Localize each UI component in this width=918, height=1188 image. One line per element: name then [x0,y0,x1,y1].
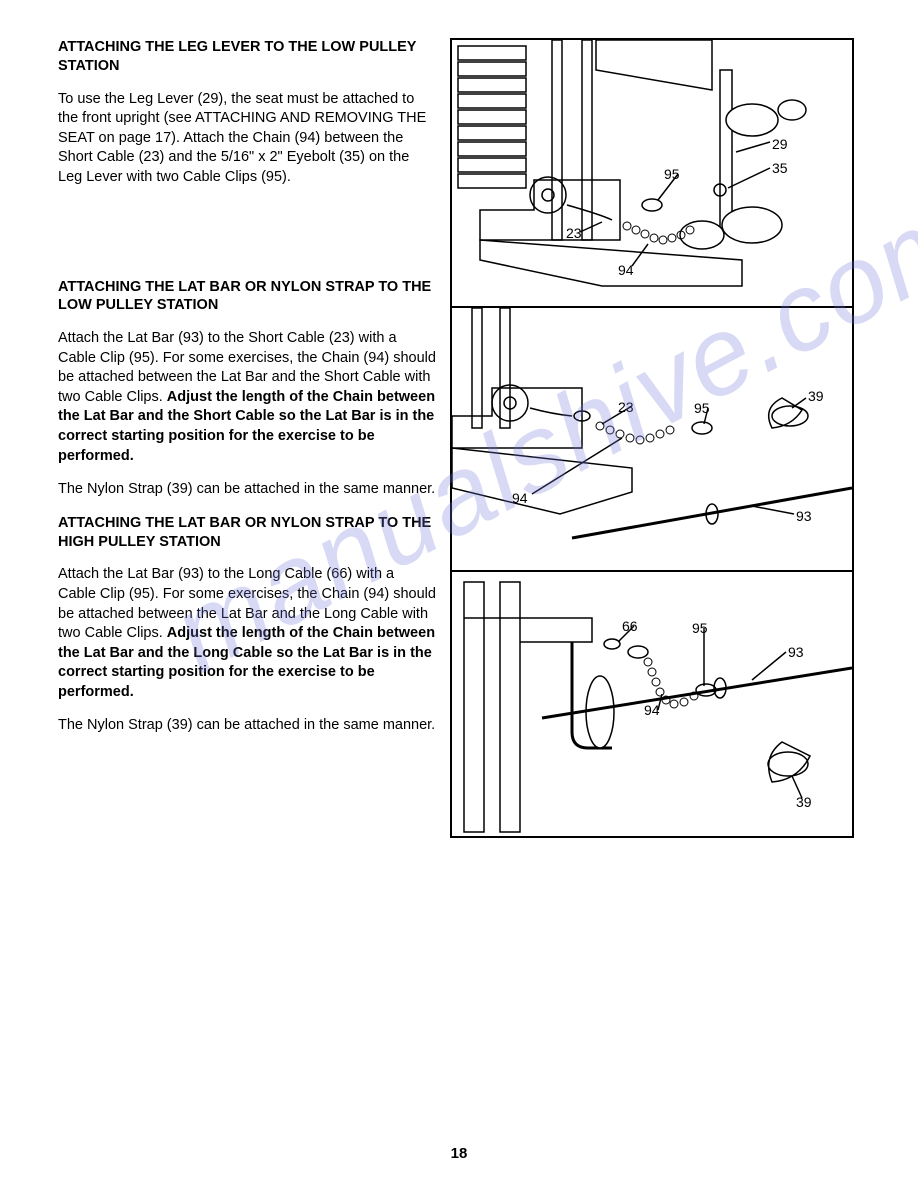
text: The Nylon Strap (39) can be attached in … [58,717,435,733]
page-content: ATTACHING THE LEG LEVER TO THE LOW PULLE… [58,38,860,838]
text: To use the Leg Lever (29), the seat must… [58,91,426,185]
para-lat-low-2: The Nylon Strap (39) can be attached in … [58,480,436,500]
callout-c-93: 93 [788,644,804,660]
callout-a-94: 94 [618,262,634,278]
diagram-panel-b: 23 95 39 94 93 [452,308,852,572]
callout-c-94: 94 [644,702,660,718]
page-number: 18 [0,1145,918,1162]
diagram-panel-c: 66 95 93 94 39 [452,572,852,836]
text-column: ATTACHING THE LEG LEVER TO THE LOW PULLE… [58,38,436,838]
callout-b-93: 93 [796,508,812,524]
callout-b-39: 39 [808,388,824,404]
section-leg-lever: ATTACHING THE LEG LEVER TO THE LOW PULLE… [58,38,436,188]
callout-b-95: 95 [694,400,710,416]
callout-a-23: 23 [566,225,582,241]
diagram-box: 29 95 35 23 94 [450,38,854,838]
spacer [58,202,436,278]
section-lat-low: ATTACHING THE LAT BAR OR NYLON STRAP TO … [58,278,436,500]
para-leg-lever-1: To use the Leg Lever (29), the seat must… [58,90,436,188]
callout-c-66: 66 [622,618,638,634]
section-lat-high: ATTACHING THE LAT BAR OR NYLON STRAP TO … [58,514,436,736]
callout-b-23: 23 [618,399,634,415]
diagram-b-svg [452,308,852,572]
callout-c-39: 39 [796,794,812,810]
para-lat-high-2: The Nylon Strap (39) can be attached in … [58,716,436,736]
para-lat-high-1: Attach the Lat Bar (93) to the Long Cabl… [58,565,436,702]
para-lat-low-1: Attach the Lat Bar (93) to the Short Cab… [58,329,436,466]
callout-b-94: 94 [512,490,528,506]
callout-a-29: 29 [772,136,788,152]
heading-lat-low: ATTACHING THE LAT BAR OR NYLON STRAP TO … [58,278,436,316]
diagram-a-svg [452,40,852,308]
heading-lat-high: ATTACHING THE LAT BAR OR NYLON STRAP TO … [58,514,436,552]
callout-a-95: 95 [664,166,680,182]
callout-c-95: 95 [692,620,708,636]
diagram-column: 29 95 35 23 94 [450,38,854,838]
callout-a-35: 35 [772,160,788,176]
diagram-panel-a: 29 95 35 23 94 [452,40,852,308]
heading-leg-lever: ATTACHING THE LEG LEVER TO THE LOW PULLE… [58,38,436,76]
text: The Nylon Strap (39) can be attached in … [58,481,435,497]
